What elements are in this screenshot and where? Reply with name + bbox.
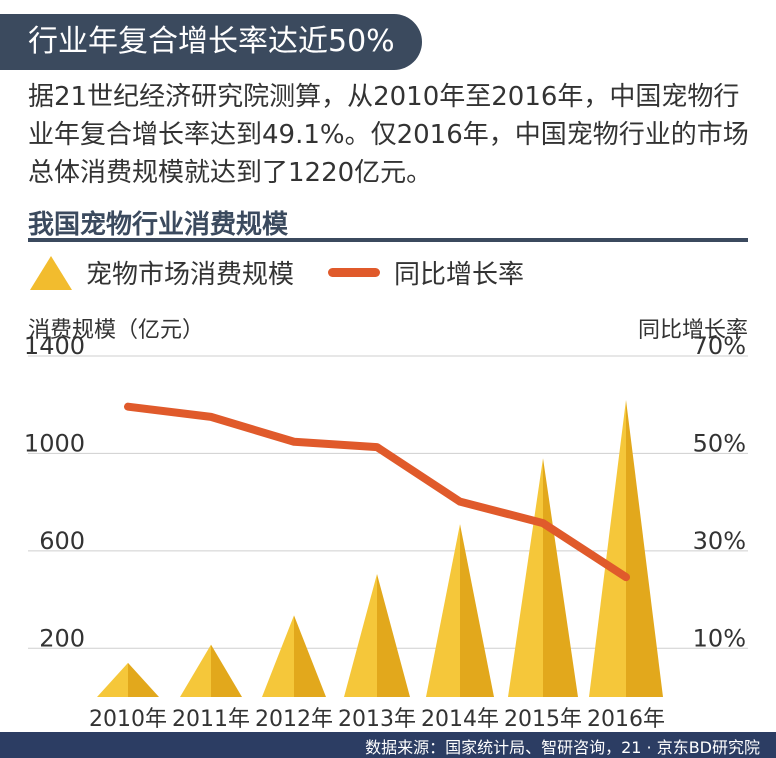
chart-title: 我国宠物行业消费规模	[28, 210, 289, 240]
source-text: 数据来源：国家统计局、智研咨询，21 · 京东BD研究院	[365, 738, 760, 757]
y-tick-label-left: 200	[39, 624, 85, 652]
chart-canvas: 200 10% 600 30% 1000 50% 1400 70% 2010年 2011年 2012…	[24, 332, 748, 732]
title-divider	[28, 238, 748, 242]
bar-triangle-left	[180, 644, 211, 697]
x-tick-label: 2012年	[255, 707, 333, 732]
y-axis-label-right: 同比增长率	[637, 318, 748, 343]
x-tick-label: 2010年	[89, 707, 167, 732]
bar-triangle-left	[589, 399, 626, 697]
bar-triangle-left	[426, 524, 460, 697]
y-tick-label-right: 70%	[693, 332, 746, 360]
growth-rate-line	[124, 402, 630, 582]
bar-triangle-right	[543, 458, 578, 697]
legend-label-growth: 同比增长率	[394, 260, 525, 290]
bar-triangle-left	[262, 615, 294, 697]
y-tick-label-right: 10%	[693, 624, 746, 652]
line-swatch-icon	[328, 268, 380, 277]
y-tick-label-left: 1000	[24, 429, 85, 457]
y-tick-label-left: 1400	[24, 332, 85, 360]
legend-label-consumption: 宠物市场消费规模	[86, 260, 295, 290]
x-tick-label: 2016年	[587, 707, 665, 732]
y-tick-label-right: 30%	[693, 527, 746, 555]
headline-banner: 行业年复合增长率达近50%	[0, 14, 422, 70]
headline-text: 行业年复合增长率达近50%	[28, 24, 395, 59]
y-axis-label-left: 消费规模（亿元）	[28, 318, 205, 343]
x-tick-label: 2015年	[504, 707, 582, 732]
x-tick-label: 2014年	[421, 707, 499, 732]
x-tick-label: 2013年	[338, 707, 416, 732]
x-tick-label: 2011年	[172, 707, 250, 732]
bar-triangle-right	[294, 615, 326, 697]
footer-bar: 数据来源：国家统计局、智研咨询，21 · 京东BD研究院	[0, 732, 776, 758]
y-tick-label-right: 50%	[693, 429, 746, 457]
bar-triangle-left	[97, 662, 128, 697]
bar-triangle-right	[377, 573, 410, 697]
bar-triangle-right	[128, 662, 159, 697]
bar-triangle-right	[626, 399, 663, 697]
triangle-icon	[30, 256, 72, 290]
intro-paragraph: 据21世纪经济研究院测算，从2010年至2016年，中国宠物行业年复合增长率达到…	[28, 82, 749, 188]
bar-triangle-right	[211, 644, 242, 697]
bar-triangle-left	[344, 573, 377, 697]
bar-triangle-left	[508, 458, 543, 697]
y-tick-label-left: 600	[39, 527, 85, 555]
bar-triangle-right	[460, 524, 494, 697]
